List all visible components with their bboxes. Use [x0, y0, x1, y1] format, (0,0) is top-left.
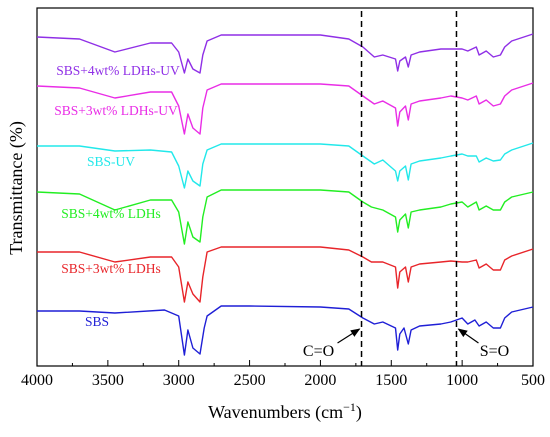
series-lines: [36, 33, 534, 356]
annotation-arrow: [457, 328, 479, 344]
series-labels: SBS SBS+3wt% LDHs SBS+4wt% LDHs SBS-UV SBS+3…: [54, 63, 180, 329]
series-label: SBS-UV: [87, 154, 135, 169]
annotation-arrow: [337, 328, 361, 344]
series-line: [36, 189, 534, 245]
x-axis-title-close: ): [356, 402, 362, 423]
x-tick-label: 1500: [375, 372, 407, 389]
x-axis-ticks: [36, 360, 534, 366]
x-tick-label: 2000: [304, 372, 336, 389]
x-tick-label: 500: [521, 372, 545, 389]
x-tick-label: 2500: [234, 372, 266, 389]
series-label: SBS+4wt% LDHs: [61, 206, 161, 221]
series-line: [37, 142, 534, 189]
series-line: [36, 82, 534, 135]
x-axis-title: Wavenumbers (cm−1): [208, 400, 362, 423]
annotations: C=O S=O: [303, 11, 509, 366]
x-tick-label: 4000: [21, 372, 53, 389]
annotation-label: S=O: [480, 343, 509, 360]
y-axis-title: Transmittance (%): [6, 121, 27, 255]
series-label: SBS+3wt% LDHs: [61, 261, 161, 276]
x-tick-label: 3500: [92, 372, 124, 389]
x-tick-label: 3000: [163, 372, 195, 389]
series-line: [36, 33, 534, 74]
series-label: SBS+4wt% LDHs-UV: [56, 63, 180, 78]
series-line: [37, 305, 534, 356]
x-axis-title-superscript: −1: [343, 400, 356, 414]
x-tick-label: 1000: [446, 372, 478, 389]
x-axis-tick-labels: 4000 3500 3000 2500 2000 1500 1000 500: [21, 372, 545, 389]
series-line: [37, 246, 534, 303]
annotation-label: C=O: [303, 343, 334, 360]
series-label: SBS+3wt% LDHs-UV: [54, 103, 178, 118]
series-label: SBS: [85, 314, 109, 329]
